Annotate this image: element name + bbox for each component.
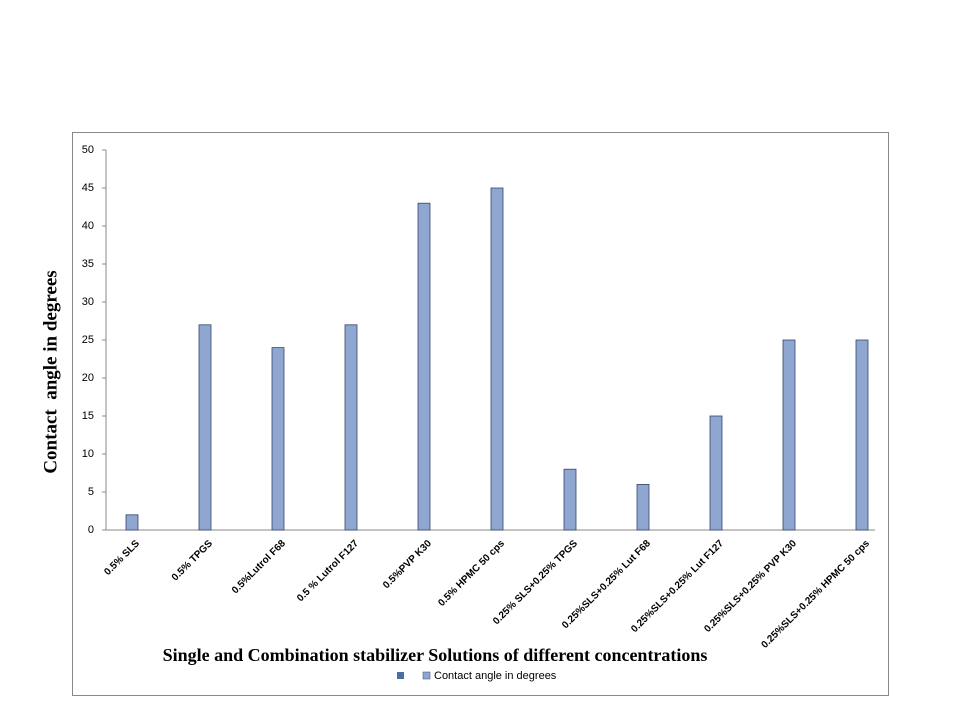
x-tick-label: 0.5% HPMC 50 cps (436, 538, 507, 609)
bar (636, 483, 650, 531)
y-tick-label: 25 (82, 334, 94, 346)
y-tick-label: 5 (88, 486, 94, 498)
y-tick-label: 35 (82, 258, 94, 270)
bar (709, 415, 723, 531)
y-tick-label: 15 (82, 410, 94, 422)
legend-swatch (422, 671, 431, 680)
x-axis-title: Single and Combination stabilizer Soluti… (163, 645, 708, 665)
chart-frame (72, 132, 889, 696)
y-tick-label: 10 (82, 448, 94, 460)
legend-label: Contact angle in degrees (434, 670, 557, 682)
bar (490, 187, 504, 531)
x-tick-label: 0.5%Lutrol F68 (230, 538, 288, 596)
x-tick-label: 0.25% SLS+0.25% TPGS (491, 538, 580, 627)
y-tick-label: 20 (82, 372, 94, 384)
y-tick-label: 30 (82, 296, 94, 308)
bar (198, 324, 212, 531)
bar (855, 339, 869, 531)
bar (344, 324, 358, 531)
bar (125, 514, 139, 531)
bar (417, 202, 431, 531)
legend-swatch-empty (397, 672, 404, 679)
bar (782, 339, 796, 531)
y-tick-label: 45 (82, 182, 94, 194)
bar (271, 347, 285, 531)
y-axis-title: Contact angle in degrees (40, 270, 61, 473)
y-tick-label: 0 (88, 524, 94, 536)
x-tick-label: 0.5 % Lutrol F127 (295, 538, 361, 604)
y-tick-label: 50 (82, 144, 94, 156)
x-tick-label: 0.5% SLS (102, 538, 142, 578)
x-tick-label: 0.5% TPGS (170, 538, 215, 583)
y-tick-label: 40 (82, 220, 94, 232)
x-tick-label: 0.5%PVP K30 (381, 538, 434, 591)
bar (563, 468, 577, 531)
